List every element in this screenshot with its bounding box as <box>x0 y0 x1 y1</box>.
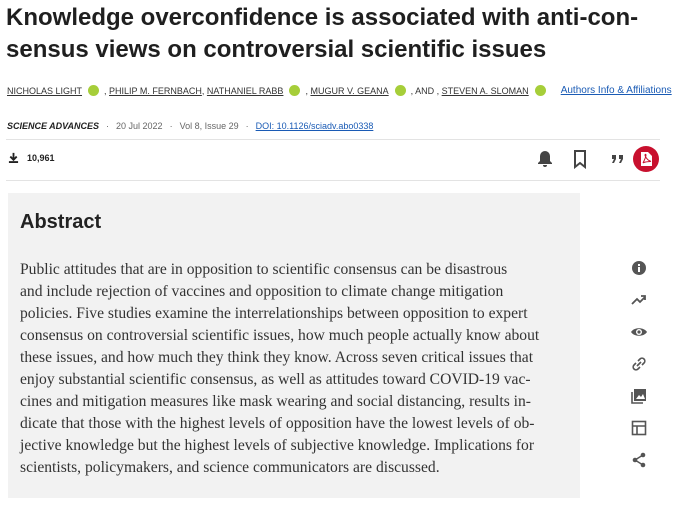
orcid-icon[interactable] <box>394 85 406 96</box>
separator: · <box>169 121 173 131</box>
author-list: NICHOLAS LIGHT, PHILIP M. FERNBACH, NATH… <box>7 85 672 96</box>
orcid-icon[interactable] <box>534 85 546 96</box>
metrics-button[interactable] <box>630 291 648 309</box>
journal-name[interactable]: SCIENCE ADVANCES <box>7 121 100 131</box>
author-name[interactable]: STEVEN A. SLOMAN <box>441 85 529 96</box>
author-name[interactable]: MUGUR V. GEANA <box>310 85 389 96</box>
author-name[interactable]: PHILIP M. FERNBACH <box>109 85 202 96</box>
pdf-icon[interactable] <box>633 146 659 172</box>
abstract-line: cines and mitigation measures like mask … <box>20 393 531 410</box>
doi-link[interactable]: DOI: 10.1126/sciadv.abo0338 <box>255 121 374 131</box>
download-count: 10,961 <box>8 152 55 163</box>
author-name[interactable]: NICHOLAS LIGHT <box>7 85 83 96</box>
bookmark-icon[interactable] <box>570 149 590 169</box>
separator: · <box>106 121 110 131</box>
orcid-icon[interactable] <box>289 85 301 96</box>
abstract-line: policies. Five studies examine the inter… <box>20 305 528 322</box>
abstract-line: scientists, policymakers, and science co… <box>20 459 440 476</box>
divider <box>6 139 660 140</box>
abstract-line: these issues, and how much they think th… <box>20 349 534 366</box>
affiliations-link[interactable]: Authors Info & Affiliations <box>560 85 672 96</box>
author-separator: , <box>104 85 110 96</box>
figures-button[interactable] <box>630 387 648 405</box>
alert-icon[interactable] <box>535 149 555 169</box>
tables-button[interactable] <box>630 419 648 437</box>
view-button[interactable] <box>630 323 648 341</box>
abstract-line: enjoy substantial scientific consensus, … <box>20 371 531 388</box>
journal-info: SCIENCE ADVANCES · 20 Jul 2022 · Vol 8, Issu… <box>7 121 373 131</box>
divider <box>6 180 660 181</box>
abstract-box <box>8 193 580 498</box>
abstract-line: consensus on controversial scientific is… <box>20 327 540 344</box>
info-button[interactable] <box>630 259 648 277</box>
orcid-icon[interactable] <box>88 85 100 96</box>
downloads: 10,961 <box>27 152 55 163</box>
abstract-line: dicate that those with the highest level… <box>20 415 535 432</box>
issue[interactable]: Vol 8, Issue 29 <box>179 121 239 131</box>
author-separator: , AND , <box>410 85 442 96</box>
author-separator: , <box>201 85 207 96</box>
share-button[interactable] <box>630 451 648 469</box>
download-icon <box>8 152 19 163</box>
article-title: Knowledge overconfidence is associated w… <box>6 2 638 66</box>
link-button[interactable] <box>630 355 648 373</box>
abstract-text: Public attitudes that are in opposition … <box>20 259 539 479</box>
pub-date: 20 Jul 2022 <box>116 121 163 131</box>
abstract-heading: Abstract <box>20 211 102 233</box>
title-line: Knowledge overconfidence is associated w… <box>6 4 639 31</box>
separator: · <box>245 121 249 131</box>
title-line: sensus views on controversial scientific… <box>6 36 547 63</box>
abstract-line: Public attitudes that are in opposition … <box>20 261 508 278</box>
author-separator: , <box>305 85 311 96</box>
abstract-line: jective knowledge but the highest levels… <box>20 437 535 454</box>
cite-icon[interactable] <box>608 149 628 169</box>
author-name[interactable]: NATHANIEL RABB <box>206 85 284 96</box>
abstract-line: and include rejection of vaccines and op… <box>20 283 504 300</box>
